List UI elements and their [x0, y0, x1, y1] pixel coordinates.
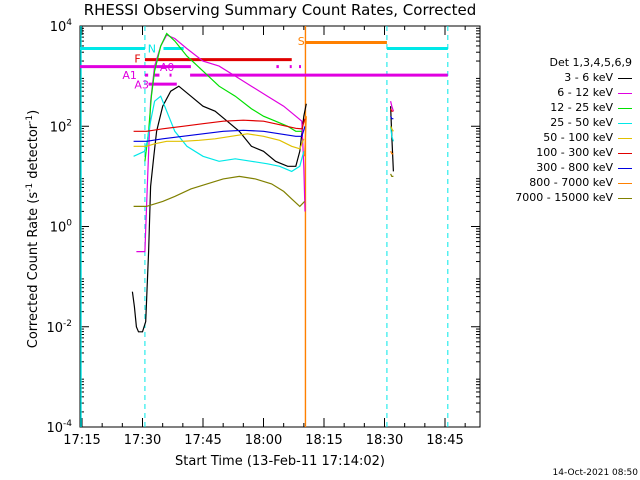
- series-5-segment-1: [390, 126, 394, 132]
- y-axis-label-sup2: -1: [24, 114, 35, 124]
- series-6-segment-1: [390, 108, 394, 112]
- legend-swatch-3: [618, 107, 632, 109]
- y-axis-label-sup1: -1: [24, 182, 35, 192]
- series-9-segment-0: [133, 175, 306, 208]
- legend-entry-2: 6 - 12 keV: [482, 85, 632, 100]
- x-tick-label-2: 17:45: [184, 433, 221, 448]
- flag-label-A1: A1: [122, 69, 137, 82]
- flag-label-F: F: [134, 53, 140, 66]
- x-tick-label-5: 18:30: [366, 433, 403, 448]
- series-4-segment-1: [390, 126, 394, 142]
- legend-swatch-6: [618, 152, 632, 154]
- legend-entry-3: 12 - 25 keV: [482, 100, 632, 115]
- y-tick-label-4: 104: [50, 18, 73, 35]
- chart-title: RHESSI Observing Summary Count Rates, Co…: [83, 1, 477, 19]
- legend-entry-9: 7000 - 15000 keV: [482, 190, 632, 205]
- legend-swatch-8: [618, 182, 632, 184]
- legend-entry-5: 50 - 100 keV: [482, 130, 632, 145]
- legend-swatch-1: [618, 77, 632, 79]
- y-tick-label-0: 10-4: [46, 419, 72, 436]
- series-1-segment-0: [131, 85, 307, 333]
- y-axis-label-end: ): [26, 109, 42, 115]
- legend-entry-1: 3 - 6 keV: [482, 70, 632, 85]
- flag-label-A0: A0: [160, 61, 175, 74]
- legend-swatch-4: [618, 122, 632, 124]
- legend-title: Det 1,3,4,5,6,9: [549, 56, 632, 69]
- y-tick-label-1: 10-2: [46, 319, 72, 336]
- legend: Det 1,3,4,5,6,9 3 - 6 keV 6 - 12 keV 12 …: [482, 55, 632, 205]
- series-2-segment-1: [390, 101, 394, 112]
- y-axis-label-main: Corrected Count Rate (s: [26, 191, 42, 349]
- legend-swatch-5: [618, 137, 632, 139]
- date-stamp: 14-Oct-2021 08:50: [552, 468, 638, 478]
- legend-entry-8: 800 - 7000 keV: [482, 175, 632, 190]
- series-4-segment-0: [133, 95, 305, 173]
- x-tick-label-6: 18:45: [426, 433, 463, 448]
- series-7-segment-0: [133, 126, 306, 142]
- series-9-segment-1: [390, 173, 394, 177]
- x-tick-label-3: 18:00: [245, 433, 282, 448]
- flag-label-N: N: [148, 43, 156, 56]
- x-tick-label-0: 17:15: [63, 433, 100, 448]
- y-axis-label-mid: detector: [26, 123, 42, 183]
- series-8-segment-0: [304, 116, 307, 157]
- series-3-segment-0: [144, 32, 302, 162]
- flag-label-A3: A3: [134, 79, 149, 92]
- x-tick-label-1: 17:30: [124, 433, 161, 448]
- legend-swatch-9: [618, 197, 632, 199]
- legend-entry-6: 100 - 300 keV: [482, 145, 632, 160]
- series-6-segment-0: [133, 118, 306, 132]
- y-tick-label-3: 102: [50, 118, 72, 135]
- x-tick-label-4: 18:15: [305, 433, 342, 448]
- legend-swatch-2: [618, 92, 632, 94]
- legend-swatch-7: [618, 167, 632, 169]
- legend-entry-7: 300 - 800 keV: [482, 160, 632, 175]
- flag-label-S: S: [298, 35, 305, 48]
- series-8-segment-1: [390, 151, 394, 155]
- series-7-segment-1: [390, 115, 394, 120]
- y-tick-label-2: 100: [50, 219, 73, 236]
- series-5-segment-0: [133, 133, 305, 150]
- x-axis-label: Start Time (13-Feb-11 17:14:02): [175, 454, 385, 469]
- legend-entry-4: 25 - 50 keV: [482, 115, 632, 130]
- y-axis-label: Corrected Count Rate (s-1 detector-1): [25, 110, 41, 348]
